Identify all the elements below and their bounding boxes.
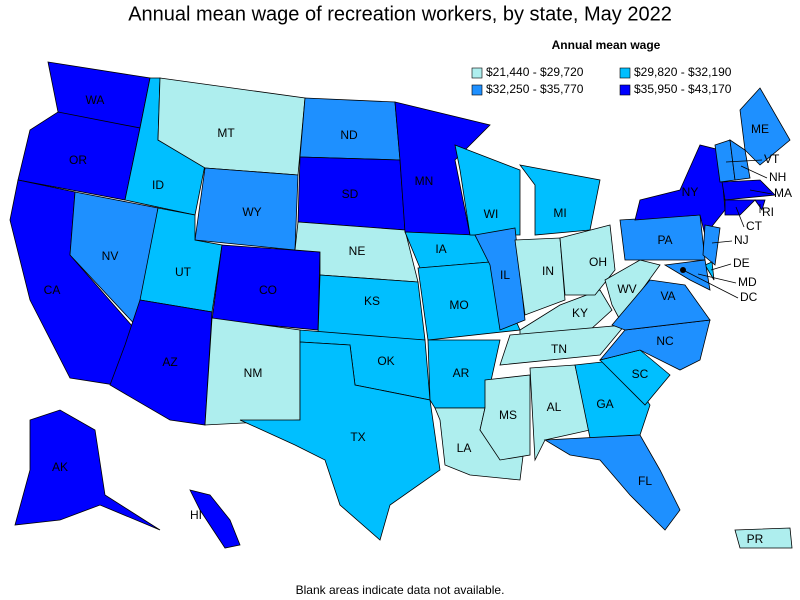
leader-line — [710, 263, 732, 271]
state — [474, 227, 526, 331]
state-label: RI — [762, 205, 774, 219]
state-label: MS — [499, 408, 517, 422]
state-label: TX — [350, 430, 365, 444]
state-label: NH — [769, 170, 786, 184]
state — [239, 341, 441, 541]
footnote: Blank areas indicate data not available. — [296, 583, 505, 597]
state — [499, 324, 626, 366]
state-label: OK — [377, 354, 394, 368]
state — [721, 179, 776, 201]
legend-swatch — [619, 84, 631, 96]
leader-line — [740, 165, 768, 179]
state — [702, 224, 721, 266]
state-label: VA — [660, 289, 675, 303]
state-label: PR — [747, 532, 764, 546]
state — [189, 489, 241, 549]
state-label: IL — [500, 268, 510, 282]
legend-label: $35,950 - $43,170 — [634, 82, 732, 96]
state-label: SD — [342, 187, 359, 201]
state — [519, 164, 601, 236]
leader-line — [735, 206, 745, 228]
state — [14, 409, 161, 531]
state — [734, 527, 793, 549]
leader-line — [697, 273, 737, 284]
state — [109, 299, 213, 426]
state-label: NJ — [734, 233, 749, 247]
state-label: AR — [453, 366, 470, 380]
legend-swatch — [471, 67, 483, 79]
state — [724, 199, 756, 216]
state-label: IA — [435, 242, 446, 256]
state-label: IN — [542, 264, 554, 278]
state-label: CA — [44, 283, 61, 297]
state-label: WV — [617, 282, 636, 296]
state-label: MA — [774, 186, 792, 200]
state-label: MO — [449, 298, 468, 312]
state-label: DE — [733, 256, 750, 270]
state-label: NY — [682, 185, 699, 199]
legend-label: $32,250 - $35,770 — [486, 82, 584, 96]
state-label: OR — [69, 153, 87, 167]
state-label: UT — [175, 265, 192, 279]
legend-label: $29,820 - $32,190 — [634, 65, 732, 79]
state-label: OH — [589, 255, 607, 269]
state-label: NM — [244, 366, 263, 380]
state-label: SC — [632, 367, 649, 381]
state — [514, 237, 566, 316]
state-label: TN — [551, 342, 567, 356]
state-label: LA — [457, 441, 472, 455]
state-label: AZ — [162, 355, 177, 369]
state-label: VT — [764, 152, 780, 166]
state — [611, 279, 711, 331]
leader-line — [711, 240, 733, 244]
state-label: AK — [52, 460, 68, 474]
state — [704, 261, 715, 281]
state-label: HI — [190, 508, 202, 522]
state-label: WI — [484, 207, 499, 221]
state-label: NE — [349, 244, 366, 258]
state — [543, 434, 681, 531]
state-label: MN — [415, 174, 434, 188]
state — [739, 87, 791, 166]
state-label: NC — [656, 334, 674, 348]
state-label: MT — [217, 126, 235, 140]
state-label: KS — [364, 294, 380, 308]
state — [529, 364, 591, 462]
map-title: Annual mean wage of recreation workers, … — [128, 3, 672, 25]
state-label: ME — [751, 122, 769, 136]
state-label: CT — [746, 219, 763, 233]
state-label: NV — [102, 249, 119, 263]
state-label: AL — [547, 400, 562, 414]
state — [663, 259, 711, 291]
leader-line — [725, 159, 763, 163]
state-label: ID — [152, 178, 164, 192]
leader-line — [682, 269, 739, 299]
leader-line — [749, 189, 773, 195]
state-label: CO — [259, 283, 277, 297]
state-label: GA — [596, 397, 613, 411]
legend-swatch — [619, 67, 631, 79]
state-label: FL — [638, 474, 652, 488]
state-label: KY — [572, 306, 588, 320]
legend-swatch — [471, 84, 483, 96]
state — [17, 111, 141, 201]
legend-label: $21,440 - $29,720 — [486, 65, 584, 79]
state-label: WY — [242, 205, 261, 219]
state-label: ND — [340, 128, 358, 142]
state-label: MD — [738, 275, 757, 289]
state-label: DC — [740, 290, 758, 304]
state-label: WA — [86, 93, 105, 107]
legend-title: Annual mean wage — [552, 38, 661, 52]
state — [729, 139, 751, 181]
state-label: PA — [657, 233, 672, 247]
state — [559, 224, 616, 296]
state-label: MI — [553, 206, 566, 220]
